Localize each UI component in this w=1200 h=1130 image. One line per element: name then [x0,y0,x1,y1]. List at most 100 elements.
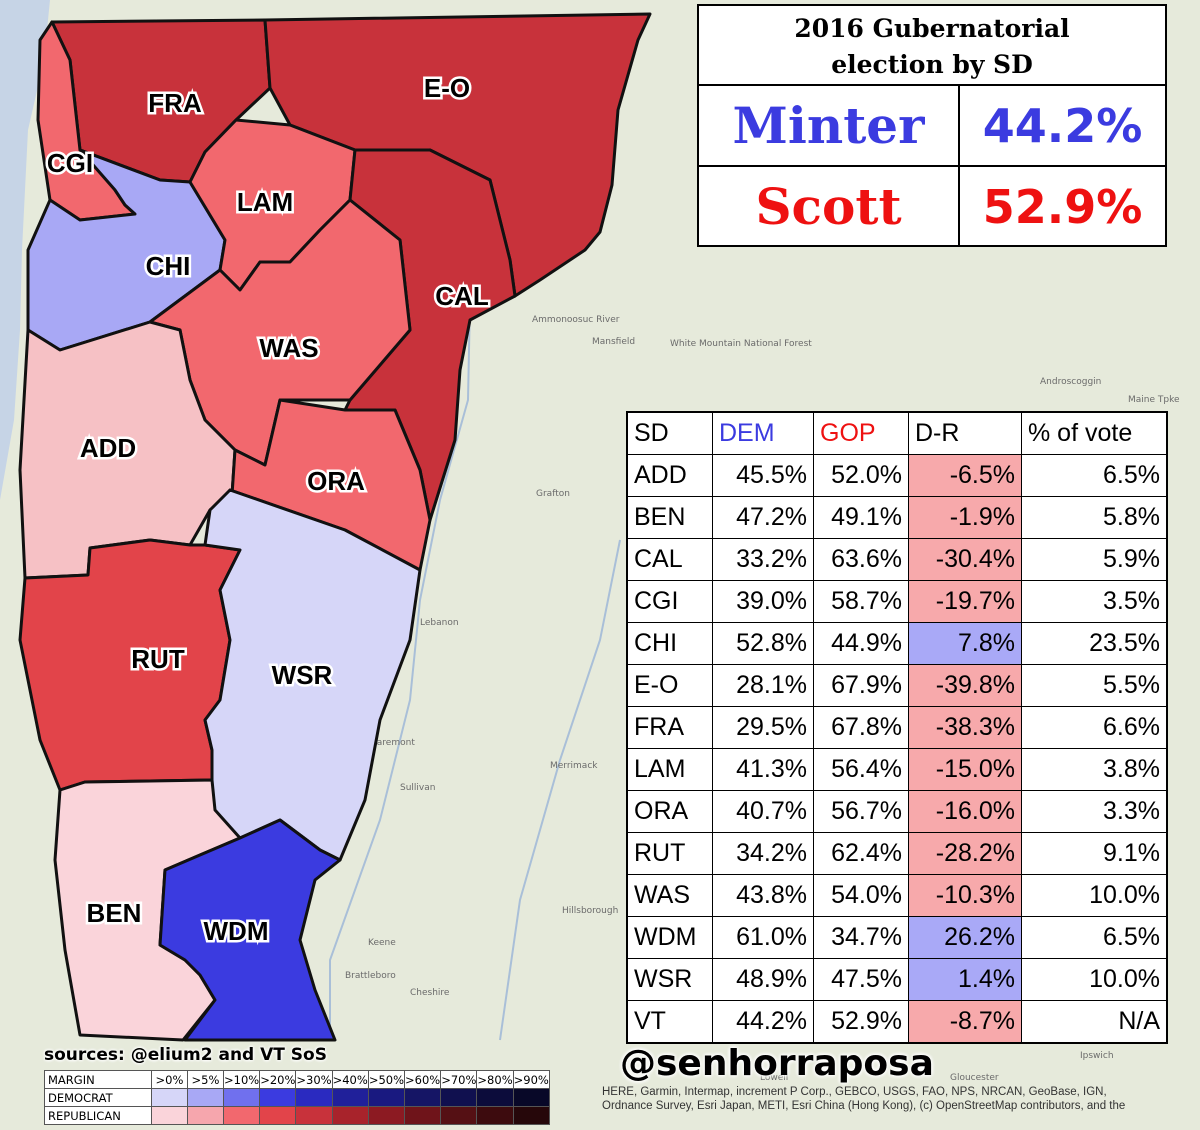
legend-dem-swatch [440,1088,478,1107]
author-handle: @senhorraposa [620,1043,934,1084]
cell-share: 5.8% [1021,496,1168,539]
cell-gop: 63.6% [813,538,909,581]
legend-democrat-label: DEMOCRAT [44,1088,152,1107]
place-label: Lowell [760,1073,788,1083]
cell-dr: 26.2% [908,916,1022,959]
cell-dem: 33.2% [712,538,814,581]
cell-dem: 34.2% [712,832,814,875]
legend-bin-label: >30% [295,1070,333,1089]
legend-bin-label: >90% [512,1070,550,1089]
legend-dem-swatch [259,1088,297,1107]
district-WDM[interactable] [158,818,342,1042]
results-row-ORA: ORA 40.7% 56.7% -16.0% 3.3% [626,790,1168,833]
legend-dem-swatch [151,1088,188,1107]
legend-dem-swatch [331,1088,369,1107]
cell-gop: 62.4% [813,832,909,875]
cell-dem: 61.0% [712,916,814,959]
headline-row-scott: Scott 52.9% [699,167,1165,246]
cell-sd: VT [626,1000,713,1044]
cell-gop: 49.1% [813,496,909,539]
place-label: Merrimack [550,761,598,771]
cell-share: 10.0% [1021,958,1168,1001]
candidate-name-scott: Scott [699,167,960,246]
cell-dem: 28.1% [712,664,814,707]
candidate-pct-minter: 44.2% [982,98,1143,153]
header-dr: D-R [908,411,1022,455]
place-label: Brattleboro [345,971,396,981]
cell-gop: 54.0% [813,874,909,917]
cell-sd: LAM [626,748,713,791]
cell-dr: -8.7% [908,1000,1022,1044]
cell-gop: 67.8% [813,706,909,749]
legend-margin-label: MARGIN [44,1070,152,1089]
cell-dem: 39.0% [712,580,814,623]
attribution-line1: HERE, Garmin, Intermap, increment P Corp… [602,1086,1107,1098]
cell-dem: 41.3% [712,748,814,791]
legend-header-row: MARGIN >0% >5% >10% >20% >30% >40% >50% >60% >70… [44,1070,550,1089]
district-RUT[interactable] [18,538,242,792]
margin-legend: MARGIN >0% >5% >10% >20% >30% >40% >50% >60% >70… [44,1070,550,1125]
legend-dem-swatch [404,1088,442,1107]
cell-dem: 44.2% [712,1000,814,1044]
cell-share: 6.5% [1021,916,1168,959]
results-row-CGI: CGI 39.0% 58.7% -19.7% 3.5% [626,580,1168,623]
lake-champlain [0,0,50,500]
cell-dr: -30.4% [908,538,1022,581]
results-table: SD DEM GOP D-R % of vote ADD 45.5% 52.0% -6… [626,411,1168,1044]
label-CHI: CHI [146,251,191,281]
cell-gop: 67.9% [813,664,909,707]
cell-share: 5.9% [1021,538,1168,581]
cell-gop: 58.7% [813,580,909,623]
cell-sd: WSR [626,958,713,1001]
cell-dem: 47.2% [712,496,814,539]
headline-title: 2016 Gubernatorial election by SD [699,6,1165,86]
cell-sd: CAL [626,538,713,581]
legend-bin-label: >70% [440,1070,478,1089]
district-labels: FRA E-O CGI CHI LAM CAL WAS ADD ORA RUT … [44,71,491,949]
cell-dr: -38.3% [908,706,1022,749]
headline-row-minter: Minter 44.2% [699,86,1165,167]
results-row-WSR: WSR 48.9% 47.5% 1.4% 10.0% [626,958,1168,1001]
cell-sd: RUT [626,832,713,875]
legend-bin-label: >60% [404,1070,442,1089]
cell-share: 3.5% [1021,580,1168,623]
results-row-FRA: FRA 29.5% 67.8% -38.3% 6.6% [626,706,1168,749]
connecticut-river [329,299,471,1040]
cell-sd: CHI [626,622,713,665]
label-CAL: CAL [435,281,489,311]
legend-bin-label: >5% [187,1070,224,1089]
legend-bin-label: >40% [331,1070,369,1089]
cell-share: 9.1% [1021,832,1168,875]
candidate-name-minter: Minter [699,86,960,165]
cell-gop: 34.7% [813,916,909,959]
legend-republican-row: REPUBLICAN [44,1106,550,1125]
place-label: Cheshire [410,988,450,998]
cell-share: 10.0% [1021,874,1168,917]
district-ORA[interactable] [228,398,432,572]
place-label: Keene [368,938,396,948]
place-label: Hillsborough [562,906,618,916]
cell-dr: 7.8% [908,622,1022,665]
place-label: Ipswich [1080,1051,1114,1061]
candidate-pct-scott: 52.9% [982,179,1143,234]
place-label: Ammonoosuc River [532,315,620,325]
results-row-RUT: RUT 34.2% 62.4% -28.2% 9.1% [626,832,1168,875]
cell-gop: 47.5% [813,958,909,1001]
header-share: % of vote [1021,411,1168,455]
results-header-row: SD DEM GOP D-R % of vote [626,411,1168,455]
label-FRA: FRA [148,88,202,118]
cell-dem: 40.7% [712,790,814,833]
cell-gop: 56.4% [813,748,909,791]
results-row-VT: VT 44.2% 52.9% -8.7% N/A [626,1000,1168,1044]
legend-dem-swatch [512,1088,550,1107]
legend-republican-label: REPUBLICAN [44,1106,152,1125]
legend-rep-swatch [404,1106,442,1125]
legend-rep-swatch [440,1106,478,1125]
cell-dr: -39.8% [908,664,1022,707]
cell-gop: 52.9% [813,1000,909,1044]
cell-dem: 43.8% [712,874,814,917]
place-label: Claremont [368,738,415,748]
label-CGI: CGI [47,148,93,178]
merrimack-river [499,539,621,1041]
place-label: Grafton [536,489,570,499]
